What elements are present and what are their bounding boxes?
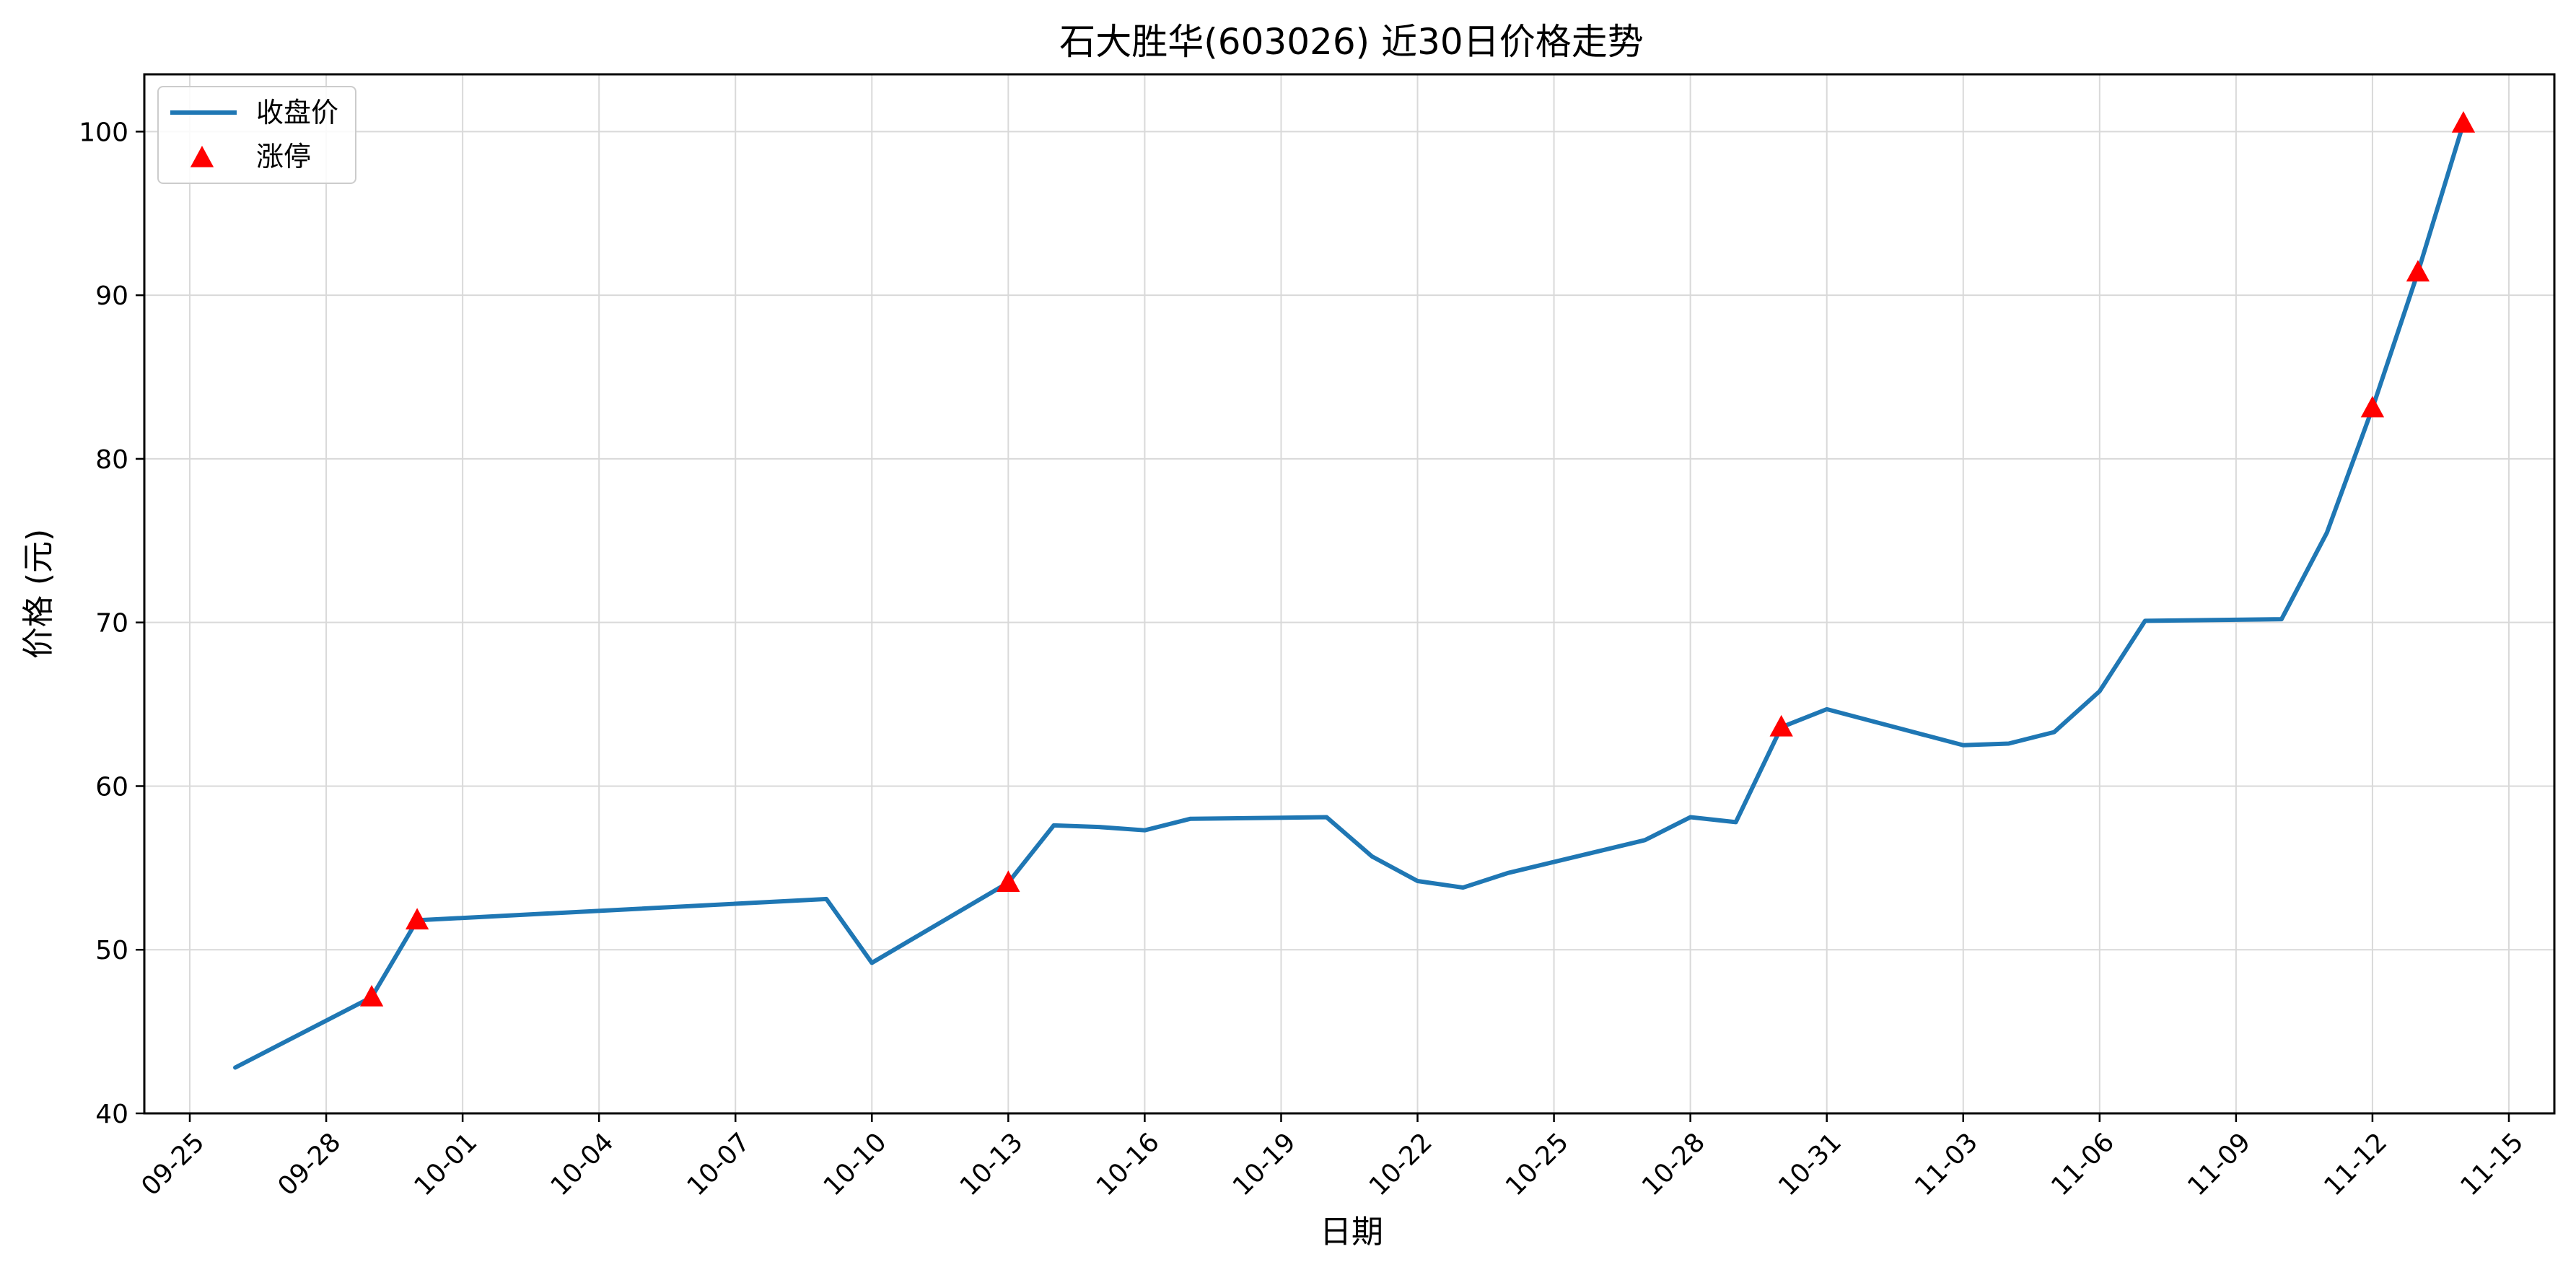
- limit-up-marker: [359, 984, 384, 1007]
- limit-up-marker: [1769, 714, 1793, 737]
- y-tick-label: 40: [95, 1100, 128, 1129]
- chart-title: 石大胜华(603026) 近30日价格走势: [1059, 21, 1643, 63]
- y-tick-label: 60: [95, 772, 128, 802]
- limit-up-marker: [2451, 111, 2476, 133]
- limit-up-marker: [2360, 395, 2385, 418]
- y-tick-label: 70: [95, 609, 128, 639]
- series-layer: [233, 111, 2476, 1070]
- legend-label-close-price: 收盘价: [256, 97, 338, 128]
- y-tick-label: 80: [95, 445, 128, 475]
- limit-up-marker: [405, 908, 429, 930]
- y-tick-label: 90: [95, 281, 128, 311]
- limit-up-marker: [2406, 260, 2430, 282]
- close-price-line: [233, 121, 2466, 1070]
- y-axis-label: 价格 (元): [20, 529, 57, 659]
- y-tick-label: 50: [95, 936, 128, 965]
- x-axis-label: 日期: [1320, 1214, 1383, 1250]
- legend-triangle-swatch: [190, 146, 214, 167]
- limit-up-marker: [996, 870, 1020, 893]
- y-tick-label: 100: [79, 118, 128, 147]
- plot-frame: [143, 73, 2556, 1115]
- legend-label-limit-up: 涨停: [256, 141, 311, 172]
